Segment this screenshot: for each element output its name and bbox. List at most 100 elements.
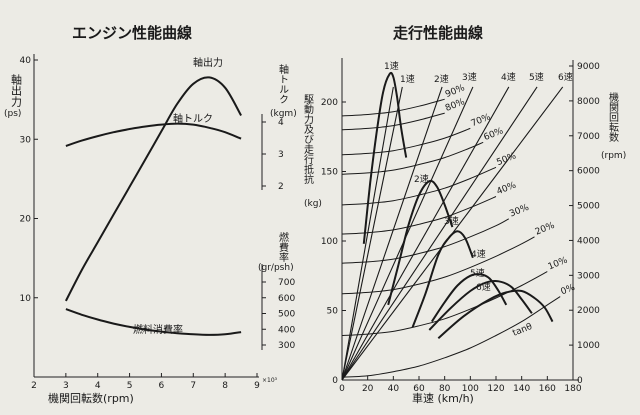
- tractive-force-curve: [430, 273, 508, 323]
- torque-curve: [65, 122, 242, 147]
- grade-label: 10%: [547, 255, 570, 272]
- engine-x-tick-label: 8: [222, 381, 228, 391]
- rpm-y-tick-label: 8000: [577, 97, 600, 107]
- rpm-axis-label: 機関回転数: [607, 91, 619, 143]
- force-y-tick-label: 100: [321, 237, 338, 247]
- running-x-tick-label: 160: [539, 384, 556, 394]
- tractive-force-curve: [428, 279, 533, 331]
- gear-force-label: 4速: [471, 249, 486, 260]
- gear-rpm-label: 5速: [529, 72, 544, 83]
- resistance-curve: [341, 98, 445, 117]
- engine-chart-title: エンジン性能曲線: [72, 24, 192, 42]
- engine-x-tick-label: 6: [159, 381, 165, 391]
- engine-x-unit-note: ×10³: [262, 377, 278, 384]
- force-y-tick-label: 50: [327, 307, 339, 317]
- fuel-curve-label: 燃料消費率: [133, 323, 183, 336]
- resistance-curve: [341, 296, 561, 378]
- tan-theta-label: tanθ: [511, 322, 534, 339]
- resistance-curve: [341, 218, 510, 264]
- torque-y-tick-label: 2: [278, 182, 284, 192]
- tractive-force-curve: [387, 179, 454, 306]
- power-axis-unit: (ps): [4, 109, 21, 119]
- power-y-tick-label: 40: [20, 56, 32, 66]
- running-x-tick-label: 180: [564, 384, 581, 394]
- gear-rpm-label: 3速: [462, 72, 477, 83]
- gear-rpm-label: 2速: [434, 74, 449, 85]
- force-y-tick-label: 200: [321, 98, 338, 108]
- force-axis-unit: (kg): [304, 199, 322, 209]
- engine-x-axis-label: 機関回転数(rpm): [48, 391, 134, 405]
- tractive-force-curve: [437, 289, 554, 340]
- running-x-tick-label: 20: [362, 384, 374, 394]
- gear-rpm-label: 1速: [384, 61, 399, 72]
- rpm-y-tick-label: 1000: [577, 341, 600, 351]
- rpm-line: [341, 86, 443, 381]
- running-x-tick-label: 40: [388, 384, 400, 394]
- rpm-line: [341, 86, 394, 381]
- tractive-force-curve: [362, 71, 408, 244]
- fuel-y-tick-label: 600: [278, 294, 295, 304]
- running-chart-title: 走行性能曲線: [393, 24, 483, 42]
- fuel-y-tick-label: 700: [278, 278, 295, 288]
- grade-label: 30%: [508, 203, 531, 220]
- rpm-axis-unit: (rpm): [601, 151, 626, 161]
- grade-label: 70%: [470, 112, 493, 129]
- gear-force-label: 6速: [476, 282, 491, 293]
- rpm-y-tick-label: 3000: [577, 271, 600, 281]
- tractive-force-curve: [411, 230, 474, 328]
- grade-label: 0%: [560, 283, 577, 298]
- rpm-line: [341, 86, 510, 381]
- resistance-curve: [341, 127, 471, 156]
- force-y-tick-label: 0: [332, 376, 338, 386]
- grade-label: 50%: [495, 151, 518, 168]
- fuel-consumption-curve: [65, 308, 242, 336]
- rpm-y-tick-label: 4000: [577, 236, 600, 246]
- force-y-tick-label: 150: [321, 168, 338, 178]
- rpm-line: [341, 86, 403, 381]
- torque-axis-unit: (kgm): [270, 109, 297, 119]
- engine-performance-chart: エンジン性能曲線 2 3 4 5 6 7 8 9 10 20 30 40 2 3 4 300 400 500 600…: [4, 24, 297, 405]
- running-performance-chart: 走行性能曲線 0 20 40 60 80 100 120 140 160 180050100150…: [302, 24, 627, 405]
- rpm-y-tick-label: 5000: [577, 202, 600, 212]
- power-curve-label: 軸出力: [193, 56, 223, 69]
- force-axis-label: 駆動力及び走行抵抗: [302, 94, 314, 185]
- rpm-y-tick-label: 7000: [577, 132, 600, 142]
- torque-curve-label: 軸トルク: [173, 112, 213, 125]
- gear-rpm-label: 6速: [558, 72, 573, 83]
- engine-x-tick-label: 4: [95, 381, 101, 391]
- resistance-curve: [341, 112, 445, 131]
- fuel-y-tick-label: 300: [278, 341, 295, 351]
- running-x-tick-label: 0: [339, 384, 345, 394]
- grade-label: 40%: [495, 180, 518, 197]
- fuel-y-tick-label: 500: [278, 310, 295, 320]
- running-axes: 0 20 40 60 80 100 120 140 160 1800501001502000100…: [321, 58, 600, 394]
- rpm-y-tick-label: 9000: [577, 62, 600, 72]
- engine-x-tick-label: 5: [127, 381, 133, 391]
- running-curves: [341, 71, 564, 381]
- resistance-curve: [341, 141, 484, 175]
- engine-x-tick-label: 2: [31, 381, 37, 391]
- grade-label: 20%: [534, 221, 557, 238]
- rpm-line: [341, 86, 538, 381]
- power-y-tick-label: 20: [20, 215, 32, 225]
- running-x-tick-label: 60: [413, 384, 425, 394]
- engine-x-tick-label: 9: [254, 381, 260, 391]
- grade-label: 90%: [444, 83, 467, 100]
- rpm-y-tick-label: 0: [577, 376, 583, 386]
- engine-axes: 2 3 4 5 6 7 8 9 10 20 30 40 2 3 4 300 400 500 600 700: [20, 54, 295, 391]
- rpm-y-tick-label: 2000: [577, 306, 600, 316]
- fuel-y-tick-label: 400: [278, 325, 295, 335]
- engine-x-tick-label: 7: [190, 381, 196, 391]
- running-x-tick-label: 80: [439, 384, 451, 394]
- engine-x-tick-label: 3: [63, 381, 69, 391]
- gear-force-label: 5速: [470, 268, 485, 279]
- running-x-tick-label: 100: [462, 384, 479, 394]
- gear-force-label: 2速: [414, 174, 429, 185]
- fuel-axis-unit: (gr/psh): [258, 263, 294, 273]
- running-x-axis-label: 車速 (km/h): [412, 391, 474, 405]
- torque-y-tick-label: 3: [278, 150, 284, 160]
- gear-rpm-label: 4速: [501, 72, 516, 83]
- power-y-tick-label: 10: [20, 294, 32, 304]
